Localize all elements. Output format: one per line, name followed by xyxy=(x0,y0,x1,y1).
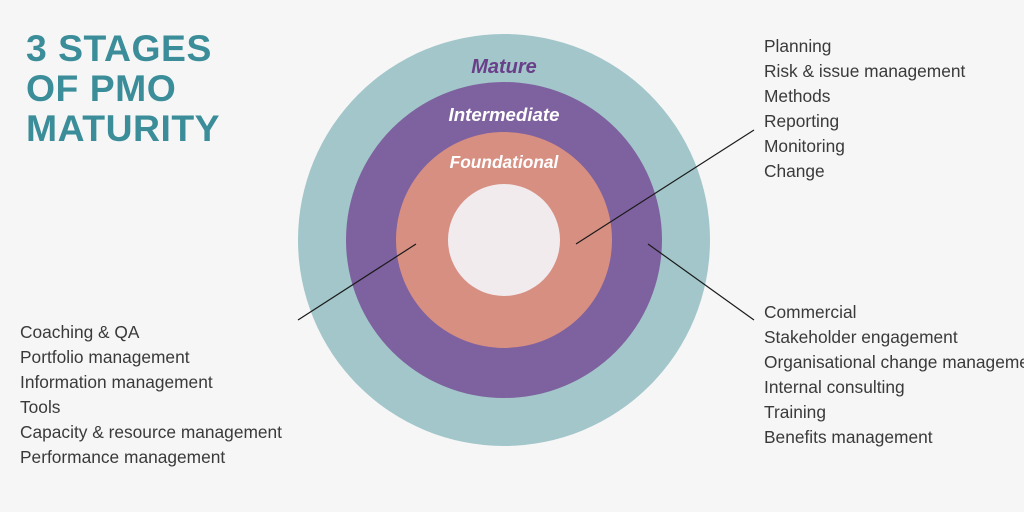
list-foundational: PlanningRisk & issue managementMethodsRe… xyxy=(764,34,965,184)
pmo-maturity-infographic: 3 STAGES OF PMO MATURITY Mature Intermed… xyxy=(0,0,1024,512)
title-line-2: OF PMO xyxy=(26,68,220,108)
list-mature-item: Stakeholder engagement xyxy=(764,325,1024,350)
ring-core xyxy=(448,184,560,296)
list-mature: CommercialStakeholder engagementOrganisa… xyxy=(764,300,1024,450)
list-foundational-item: Change xyxy=(764,159,965,184)
ring-label-foundational: Foundational xyxy=(450,152,559,173)
ring-label-intermediate: Intermediate xyxy=(449,104,560,126)
list-mature-item: Benefits management xyxy=(764,425,1024,450)
list-intermediate: Coaching & QAPortfolio managementInforma… xyxy=(20,320,282,470)
title-line-3: MATURITY xyxy=(26,108,220,148)
list-intermediate-item: Capacity & resource management xyxy=(20,420,282,445)
list-intermediate-item: Performance management xyxy=(20,445,282,470)
list-foundational-item: Reporting xyxy=(764,109,965,134)
list-mature-item: Training xyxy=(764,400,1024,425)
list-intermediate-item: Coaching & QA xyxy=(20,320,282,345)
list-foundational-item: Planning xyxy=(764,34,965,59)
list-foundational-item: Risk & issue management xyxy=(764,59,965,84)
list-foundational-item: Methods xyxy=(764,84,965,109)
list-mature-item: Commercial xyxy=(764,300,1024,325)
list-intermediate-item: Information management xyxy=(20,370,282,395)
list-intermediate-item: Portfolio management xyxy=(20,345,282,370)
list-intermediate-item: Tools xyxy=(20,395,282,420)
list-foundational-item: Monitoring xyxy=(764,134,965,159)
infographic-title: 3 STAGES OF PMO MATURITY xyxy=(26,28,220,148)
list-mature-item: Organisational change management xyxy=(764,350,1024,375)
list-mature-item: Internal consulting xyxy=(764,375,1024,400)
ring-label-mature: Mature xyxy=(471,56,537,79)
title-line-1: 3 STAGES xyxy=(26,28,220,68)
